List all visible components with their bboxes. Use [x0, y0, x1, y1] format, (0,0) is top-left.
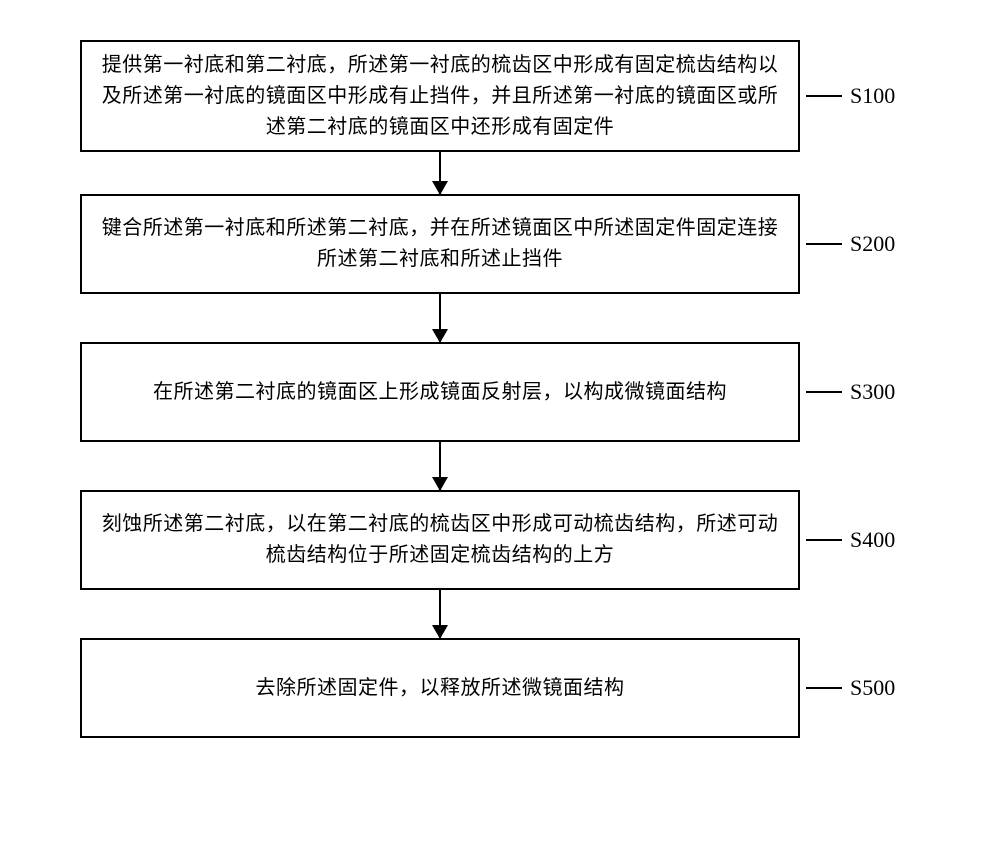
arrow-wrap — [80, 442, 800, 490]
step-label: S300 — [850, 379, 895, 405]
step-row-3: 刻蚀所述第二衬底，以在第二衬底的梳齿区中形成可动梳齿结构，所述可动梳齿结构位于所… — [80, 490, 920, 590]
step-row-2: 在所述第二衬底的镜面区上形成镜面反射层，以构成微镜面结构 S300 — [80, 342, 920, 442]
step-label-group: S400 — [806, 527, 895, 553]
label-tick — [806, 243, 842, 245]
step-box: 去除所述固定件，以释放所述微镜面结构 — [80, 638, 800, 738]
arrow-icon — [439, 294, 441, 342]
flowchart: 提供第一衬底和第二衬底，所述第一衬底的梳齿区中形成有固定梳齿结构以及所述第一衬底… — [80, 40, 920, 738]
arrow-wrap — [80, 152, 800, 194]
step-row-4: 去除所述固定件，以释放所述微镜面结构 S500 — [80, 638, 920, 738]
step-box: 键合所述第一衬底和所述第二衬底，并在所述镜面区中所述固定件固定连接所述第二衬底和… — [80, 194, 800, 294]
step-label: S400 — [850, 527, 895, 553]
label-tick — [806, 391, 842, 393]
step-text: 在所述第二衬底的镜面区上形成镜面反射层，以构成微镜面结构 — [153, 377, 727, 408]
arrow-icon — [439, 442, 441, 490]
arrow-icon — [439, 152, 441, 194]
arrow-wrap — [80, 590, 800, 638]
step-label: S100 — [850, 83, 895, 109]
step-label-group: S300 — [806, 379, 895, 405]
label-tick — [806, 539, 842, 541]
step-label: S500 — [850, 675, 895, 701]
step-text: 去除所述固定件，以释放所述微镜面结构 — [256, 673, 625, 704]
step-label-group: S100 — [806, 83, 895, 109]
step-label: S200 — [850, 231, 895, 257]
step-row-1: 键合所述第一衬底和所述第二衬底，并在所述镜面区中所述固定件固定连接所述第二衬底和… — [80, 194, 920, 294]
step-label-group: S500 — [806, 675, 895, 701]
arrow-wrap — [80, 294, 800, 342]
arrow-icon — [439, 590, 441, 638]
step-box: 刻蚀所述第二衬底，以在第二衬底的梳齿区中形成可动梳齿结构，所述可动梳齿结构位于所… — [80, 490, 800, 590]
step-row-0: 提供第一衬底和第二衬底，所述第一衬底的梳齿区中形成有固定梳齿结构以及所述第一衬底… — [80, 40, 920, 152]
step-label-group: S200 — [806, 231, 895, 257]
label-tick — [806, 687, 842, 689]
step-box: 提供第一衬底和第二衬底，所述第一衬底的梳齿区中形成有固定梳齿结构以及所述第一衬底… — [80, 40, 800, 152]
step-text: 提供第一衬底和第二衬底，所述第一衬底的梳齿区中形成有固定梳齿结构以及所述第一衬底… — [96, 50, 784, 143]
step-text: 刻蚀所述第二衬底，以在第二衬底的梳齿区中形成可动梳齿结构，所述可动梳齿结构位于所… — [96, 509, 784, 571]
step-text: 键合所述第一衬底和所述第二衬底，并在所述镜面区中所述固定件固定连接所述第二衬底和… — [96, 213, 784, 275]
step-box: 在所述第二衬底的镜面区上形成镜面反射层，以构成微镜面结构 — [80, 342, 800, 442]
label-tick — [806, 95, 842, 97]
